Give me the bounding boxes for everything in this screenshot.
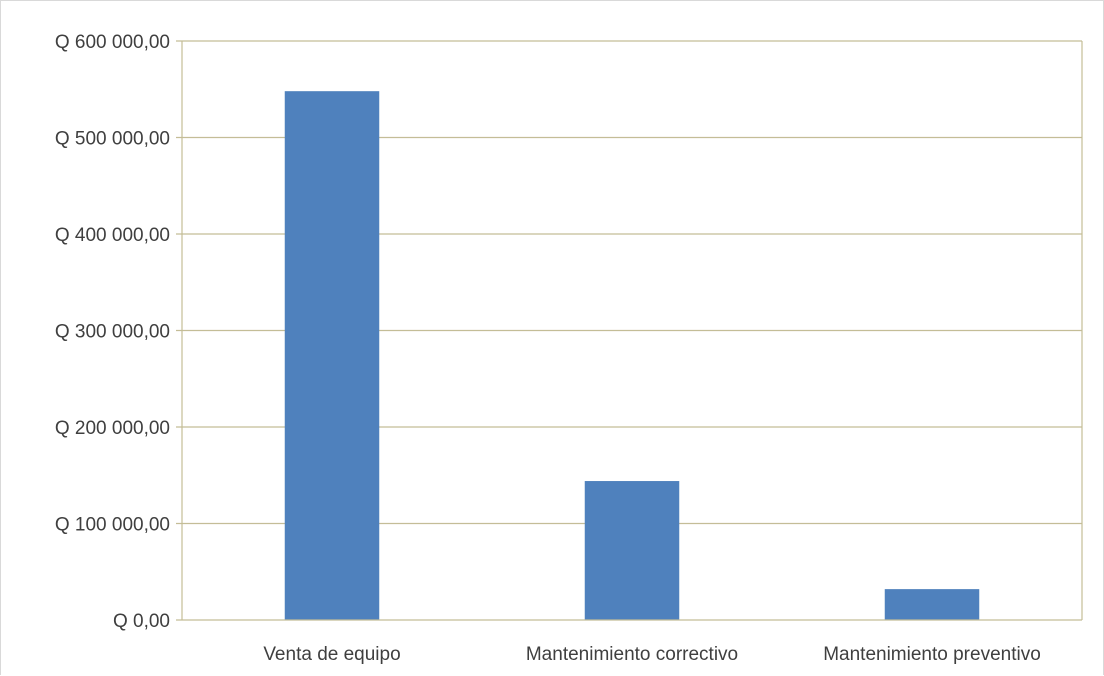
y-tick-label: Q 200 000,00: [55, 418, 170, 439]
y-tick-label: Q 300 000,00: [55, 322, 170, 343]
y-axis-tick-labels: Q 0,00 Q 100 000,00 Q 200 000,00 Q 300 000,…: [55, 32, 170, 632]
y-tick-label: Q 400 000,00: [55, 225, 170, 246]
x-tick-label: Venta de equipo: [263, 644, 400, 665]
x-axis-tick-labels: Venta de equipo Mantenimiento correctivo M…: [263, 644, 1040, 665]
x-tick-label: Mantenimiento correctivo: [526, 644, 738, 665]
x-tick-label: Mantenimiento preventivo: [823, 644, 1041, 665]
bar-1: [585, 481, 680, 620]
bars: [285, 91, 980, 620]
y-tick-label: Q 600 000,00: [55, 32, 170, 53]
bar-2: [885, 589, 980, 620]
bar-0: [285, 91, 380, 620]
y-tick-label: Q 0,00: [113, 611, 170, 632]
y-tick-label: Q 500 000,00: [55, 129, 170, 150]
y-tick-label: Q 100 000,00: [55, 515, 170, 536]
